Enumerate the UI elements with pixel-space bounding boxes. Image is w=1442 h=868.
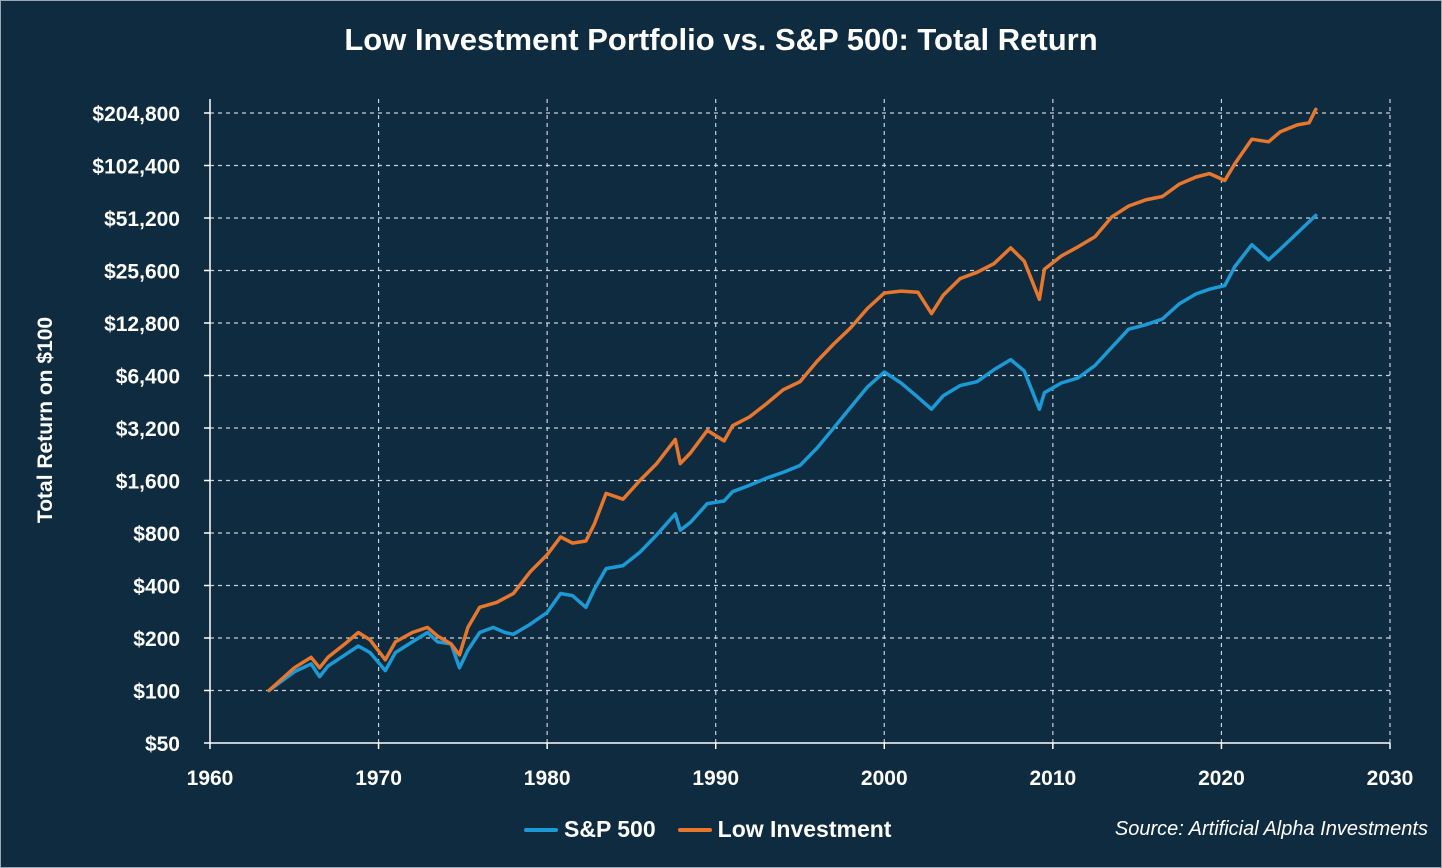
x-tick-label: 1960	[187, 767, 234, 790]
y-tick-label: $800	[133, 523, 180, 546]
series-line-low-investment	[267, 107, 1318, 693]
x-tick-label: 2020	[1198, 767, 1245, 790]
legend-item-low-investment[interactable]: Low Investment	[677, 816, 892, 843]
x-tick-labels: 1960 1970 1980 1990 2000 2010 2020 2030	[187, 767, 1414, 790]
series-lines	[267, 107, 1318, 693]
source-note: Source: Artificial Alpha Investments	[1114, 818, 1428, 840]
legend: S&P 500 Low Investment	[524, 816, 891, 843]
y-tick-label: $6,400	[116, 366, 180, 389]
y-tick-label: $1,600	[116, 471, 180, 494]
x-tick-label: 1970	[355, 767, 402, 790]
x-tick-label: 2010	[1029, 767, 1076, 790]
x-tick-label: 2000	[861, 767, 908, 790]
y-tick-label: $204,800	[92, 103, 180, 126]
legend-label-low-investment: Low Investment	[717, 816, 892, 842]
y-tick-label: $200	[133, 628, 180, 651]
y-tick-label: $400	[133, 576, 180, 599]
y-tick-label: $50	[145, 733, 180, 756]
axes	[204, 99, 1391, 749]
legend-label-sp500: S&P 500	[564, 816, 656, 842]
y-tick-label: $100	[133, 681, 180, 704]
legend-item-sp500[interactable]: S&P 500	[524, 816, 656, 843]
y-tick-label: $25,600	[104, 261, 180, 284]
y-tick-label: $12,800	[104, 313, 180, 336]
legend-swatch-sp500	[524, 827, 558, 832]
y-tick-labels: $50 $100 $200 $400 $800 $1,600 $3,200 $6,400 $12…	[92, 103, 180, 756]
series-line-s-p-500	[267, 213, 1318, 693]
x-tick-label: 1980	[524, 767, 571, 790]
chart-title: Low Investment Portfolio vs. S&P 500: To…	[344, 22, 1098, 57]
y-tick-label: $51,200	[104, 208, 180, 231]
y-tick-label: $102,400	[92, 156, 180, 179]
x-tick-label: 2030	[1367, 767, 1414, 790]
gridlines	[210, 99, 1391, 743]
legend-swatch-low-investment	[677, 827, 712, 832]
x-tick-label: 1990	[692, 767, 739, 790]
y-tick-label: $3,200	[116, 418, 180, 441]
